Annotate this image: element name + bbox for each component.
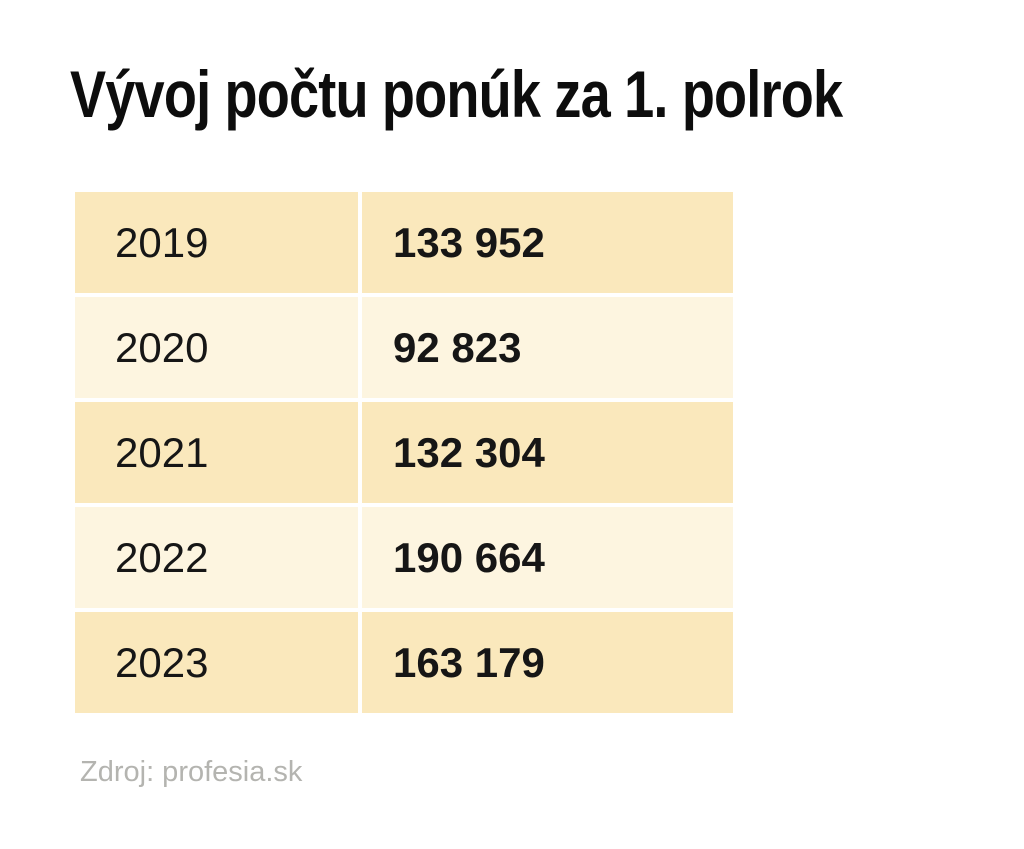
- value-cell: 133 952: [362, 192, 733, 293]
- year-cell: 2020: [75, 297, 358, 398]
- value-cell: 190 664: [362, 507, 733, 608]
- page-title: Vývoj počtu ponúk za 1. polrok: [70, 57, 843, 131]
- year-cell: 2021: [75, 402, 358, 503]
- table-row: 2021 132 304: [75, 402, 733, 503]
- source-attribution: Zdroj: profesia.sk: [80, 756, 303, 788]
- year-cell: 2019: [75, 192, 358, 293]
- table-row: 2019 133 952: [75, 192, 733, 293]
- table-row: 2023 163 179: [75, 612, 733, 713]
- year-cell: 2022: [75, 507, 358, 608]
- table-row: 2020 92 823: [75, 297, 733, 398]
- table-row: 2022 190 664: [75, 507, 733, 608]
- year-cell: 2023: [75, 612, 358, 713]
- value-cell: 132 304: [362, 402, 733, 503]
- value-cell: 92 823: [362, 297, 733, 398]
- offers-by-year-table: 2019 133 952 2020 92 823 2021 132 304 20…: [75, 192, 733, 713]
- value-cell: 163 179: [362, 612, 733, 713]
